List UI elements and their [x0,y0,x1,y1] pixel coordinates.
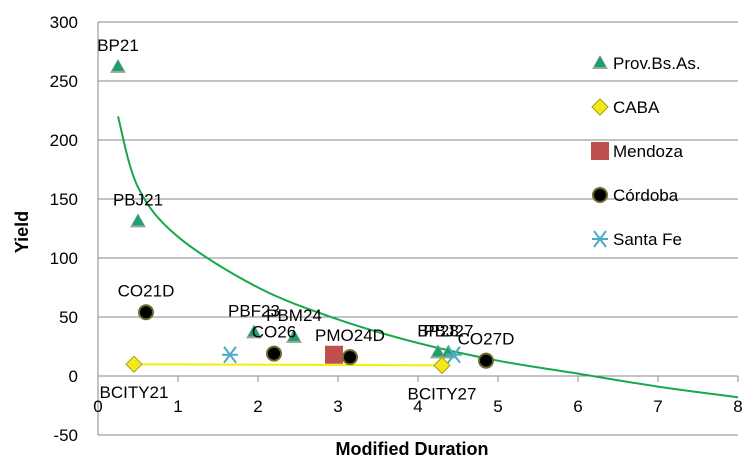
x-tick-label: 0 [93,397,102,416]
data-point [222,346,238,364]
series-3 [138,304,494,369]
point-label: BCITY27 [408,384,477,403]
data-point [110,58,126,73]
y-tick-label: 50 [59,308,78,327]
point-label: BP21 [97,36,139,55]
legend-item: Santa Fe [592,230,682,249]
legend-label: CABA [613,98,660,117]
legend-item: CABA [591,98,660,117]
point-label: CO21D [118,281,175,300]
point-label: PBJ27 [423,321,473,340]
series-0 [110,58,457,359]
y-tick-label: 0 [69,367,78,386]
y-tick-label: 150 [50,190,78,209]
legend: Prov.Bs.As. CABA Mendoza Córdoba Santa Fe [591,54,701,249]
legend-marker [592,230,608,248]
data-point [430,344,446,359]
data-point [446,346,462,364]
legend-marker [591,98,609,116]
x-tick-label: 1 [173,397,182,416]
x-tick-label: 3 [333,397,342,416]
legend-item: Prov.Bs.As. [592,54,701,73]
legend-label: Santa Fe [613,230,682,249]
legend-marker [592,55,608,69]
x-tick-label: 6 [573,397,582,416]
x-tick-label: 2 [253,397,262,416]
trend-curves [117,116,739,399]
x-tick-label: 5 [493,397,502,416]
x-axis-title: Modified Duration [336,439,489,459]
legend-marker [591,142,609,160]
legend-label: Mendoza [613,142,683,161]
point-label: PBF23 [228,301,280,320]
y-tick-label: 250 [50,72,78,91]
series-1 [125,355,451,375]
point-label: CO27D [458,330,515,349]
axes [97,22,739,435]
trend-curve [117,116,739,399]
gridlines [98,21,738,436]
data-point [325,345,343,364]
data-point [266,345,282,362]
legend-label: Córdoba [613,186,679,205]
legend-label: Prov.Bs.As. [613,54,701,73]
y-tick-label: -50 [53,426,78,445]
x-tick-label: 8 [733,397,742,416]
data-point [246,324,262,339]
legend-item: Córdoba [592,186,679,205]
point-label: BCITY21 [100,383,169,402]
point-label: PBJ21 [113,190,163,209]
x-tick-label: 7 [653,397,662,416]
data-point [286,329,302,344]
data-points [110,58,494,375]
data-point [342,349,358,366]
caba-line [133,363,443,367]
x-tick-label: 4 [413,397,422,416]
tick-labels: -50 0 50 100 150 200 250 300 0 1 2 3 4 5 6 7 8 [50,13,743,445]
data-point [125,355,143,373]
y-axis-title: Yield [12,211,32,253]
data-point [478,352,494,369]
point-label: PBM24 [266,306,322,325]
y-tick-label: 300 [50,13,78,32]
series-4 [222,346,462,364]
y-tick-label: 100 [50,249,78,268]
data-point [130,213,146,228]
point-label: PMO24D [315,326,385,345]
legend-marker [592,187,608,203]
point-label: CO26 [252,323,296,342]
y-tick-label: 200 [50,131,78,150]
data-point [433,356,451,375]
series-2 [325,345,343,364]
point-label: BP28 [417,321,459,340]
legend-item: Mendoza [591,142,683,161]
data-point [138,304,154,321]
